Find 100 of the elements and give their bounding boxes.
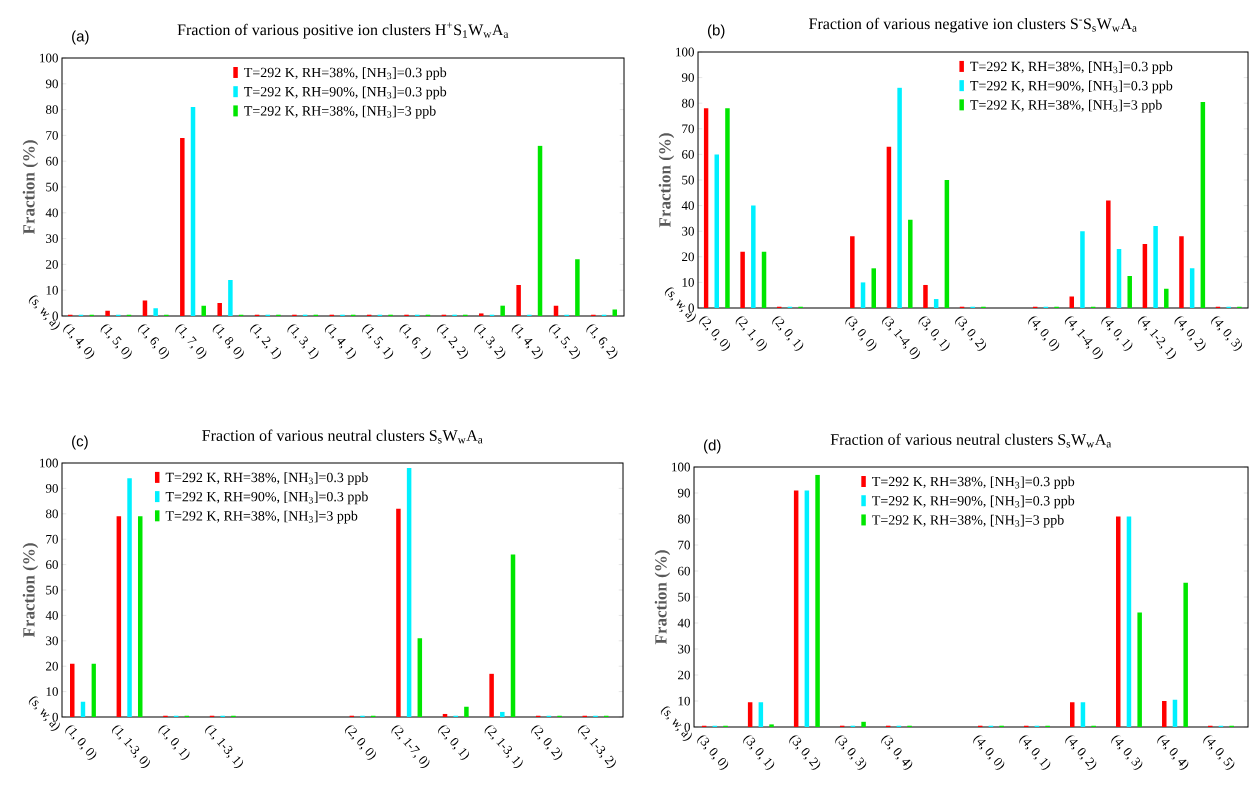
legend-label: T=292 K, RH=90%, [NH$_{3}$]=0.3 ppb xyxy=(244,86,447,100)
x-tick-label: (1, 2, 2) xyxy=(437,324,468,359)
x-tick-label: (3, 0, 2) xyxy=(789,735,821,770)
y-tick-label: 80 xyxy=(681,98,694,108)
x-tick-label: (2, 1-7, 0) xyxy=(391,725,430,768)
legend-label: T=292 K, RH=38%, [NH$_{3}$]=0.3 ppb xyxy=(970,61,1173,75)
bar xyxy=(489,673,494,718)
bar xyxy=(500,305,505,316)
x-tick-label: (1, 6, 0) xyxy=(138,324,169,359)
x-tick-label: (2, 0, 0) xyxy=(699,316,731,351)
bar xyxy=(1183,582,1188,728)
y-tick-label: 10 xyxy=(678,696,690,706)
x-tick-label: (2, 1-3, 1) xyxy=(484,725,523,768)
x-tick-label: (2, 1-3, 2) xyxy=(577,725,616,768)
x-tick-label: (3, 0, 0) xyxy=(845,316,877,351)
bar xyxy=(201,305,206,316)
y-tick-label: 60 xyxy=(46,560,58,569)
y-tick-label: 30 xyxy=(678,644,690,654)
x-tick-label: (2, 0, 2) xyxy=(531,725,563,760)
y-tick-label: 20 xyxy=(46,661,58,671)
y-axis-title: Fraction (%) xyxy=(654,550,671,645)
bar xyxy=(923,284,928,308)
y-tick-label: 80 xyxy=(677,514,690,524)
y-tick-label: 40 xyxy=(45,208,58,218)
x-tick-label: (1, 0, 0) xyxy=(65,725,97,760)
text: (c) xyxy=(72,435,88,450)
bar xyxy=(751,205,756,308)
x-tick-label: (1, 7, 0) xyxy=(175,324,207,359)
y-axis-title: Fraction (%) xyxy=(22,140,39,235)
text: (d) xyxy=(704,439,721,454)
bar xyxy=(217,303,222,316)
x-tick-label: (4, 0, 2) xyxy=(1174,316,1206,351)
bar xyxy=(70,663,75,718)
x-tick-label: (2, 0, 1) xyxy=(772,316,804,351)
bar xyxy=(815,474,820,728)
legend-label: T=292 K, RH=38%, [NH$_{3}$]=0.3 ppb xyxy=(872,476,1075,490)
bar xyxy=(1080,702,1086,728)
bar xyxy=(127,478,132,718)
y-tick-label: 100 xyxy=(672,462,690,472)
chart-title: Fraction of various positive ion clusters H$^{+}$S$_{1}$W$_{w}$A$_{a}$ xyxy=(177,22,509,39)
y-tick-label: 0 xyxy=(688,303,694,313)
x-tick-label: (1, 5, 2) xyxy=(549,324,580,359)
bar xyxy=(1116,516,1121,728)
x-tick-label: (1, 6, 1) xyxy=(399,324,431,359)
x-tick-label: (1, 6, 2) xyxy=(586,324,618,359)
text: (a) xyxy=(72,30,89,45)
bar xyxy=(860,282,866,308)
x-tick-label: (4, 0, 0) xyxy=(1028,316,1060,351)
y-tick-label: 40 xyxy=(45,611,58,620)
y-tick-label: 70 xyxy=(46,131,58,140)
x-tick-label: (4, 0, 4) xyxy=(1157,735,1189,770)
y-tick-label: 0 xyxy=(52,311,58,321)
bar xyxy=(1080,231,1085,308)
bar xyxy=(1127,276,1132,308)
x-tick-label: (1, 8, 0) xyxy=(212,324,244,359)
y-tick-label: 0 xyxy=(684,722,690,732)
chart-title: Fraction of various neutral clusters S$_{s}$W$_{w}$A$_{a}$ xyxy=(830,433,1112,448)
y-tick-label: 100 xyxy=(676,47,694,57)
y-tick-label: 60 xyxy=(678,566,690,576)
y-tick-label: 70 xyxy=(678,540,690,550)
bar xyxy=(105,310,110,316)
bar xyxy=(1179,236,1184,308)
x-tick-label: (3, 0, 1) xyxy=(918,316,950,351)
legend-label: T=292 K, RH=38%, [NH$_{3}$]=0.3 ppb xyxy=(244,67,447,81)
bar xyxy=(1069,296,1074,308)
bar xyxy=(747,702,753,728)
bar xyxy=(1106,200,1111,308)
bar xyxy=(396,508,401,718)
legend-label: T=292 K, RH=90%, [NH$_{3}$]=0.3 ppb xyxy=(165,491,368,505)
x-tick-label: (2, 0, 0) xyxy=(344,725,376,760)
chart-title: Fraction of various neutral clusters S$_{s}$W$_{w}$A$_{a}$ xyxy=(202,429,483,444)
bar xyxy=(1153,226,1158,308)
y-tick-label: 60 xyxy=(46,156,58,166)
x-tick-label: (3, 0, 2) xyxy=(955,316,987,351)
bar xyxy=(479,313,484,316)
y-tick-label: 40 xyxy=(681,201,694,210)
x-tick-label: (1, 3, 2) xyxy=(474,324,506,359)
x-tick-label: (4, 0, 2) xyxy=(1065,735,1097,770)
y-tick-label: 20 xyxy=(46,260,58,269)
bar xyxy=(1162,701,1167,728)
x-tick-label: (1, 4, 0) xyxy=(63,324,95,359)
y-tick-label: 90 xyxy=(681,73,694,82)
y-tick-label: 50 xyxy=(678,592,690,602)
x-tick-label: (2, 0, 1) xyxy=(438,725,470,760)
y-tick-label: 70 xyxy=(682,124,694,134)
y-tick-label: 100 xyxy=(40,53,58,63)
legend-label: T=292 K, RH=38%, [NH$_{3}$]=3 ppb xyxy=(970,99,1162,113)
y-tick-label: 10 xyxy=(682,278,694,287)
bar xyxy=(1070,702,1075,728)
y-tick-label: 10 xyxy=(46,687,58,696)
bar xyxy=(871,268,876,308)
legend-label: T=292 K, RH=90%, [NH$_{3}$]=0.3 ppb xyxy=(970,80,1173,94)
y-axis-title: Fraction (%) xyxy=(22,543,39,638)
bar xyxy=(180,137,185,316)
x-tick-label: (1, 2, 1) xyxy=(250,324,282,359)
bar xyxy=(769,724,774,728)
bar xyxy=(740,251,745,308)
legend-label: T=292 K, RH=38%, [NH$_{3}$]=3 ppb xyxy=(872,514,1064,528)
bar xyxy=(153,308,158,316)
legend-label: T=292 K, RH=38%, [NH$_{3}$]=0.3 ppb xyxy=(165,472,368,485)
